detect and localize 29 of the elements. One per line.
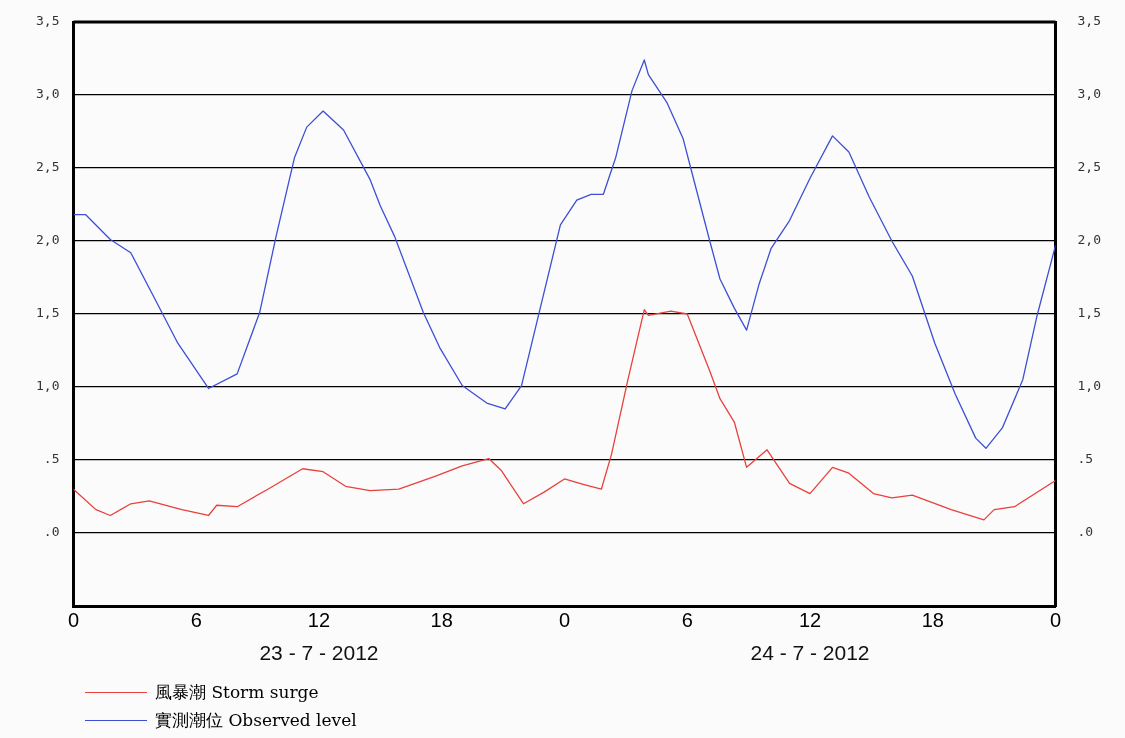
legend-label: 實測潮位 Observed level — [155, 708, 357, 732]
y2-tick-label: 3,5 — [1077, 13, 1101, 29]
y-tick-label: 2,0 — [36, 232, 60, 248]
y-tick-label: .5 — [43, 451, 60, 467]
x-tick-label: 18 — [921, 608, 944, 631]
x-tick-label: 18 — [430, 608, 453, 631]
x-tick-label: 0 — [1049, 608, 1062, 631]
y-tick-label: 1,0 — [36, 378, 60, 394]
y-tick-label: 3,0 — [36, 86, 60, 102]
y2-tick-label: 1,0 — [1077, 378, 1101, 394]
x-tick-label: 0 — [67, 608, 80, 631]
y2-tick-label: 1,5 — [1077, 305, 1101, 321]
text: 23 - 7 - 2012 — [259, 641, 379, 664]
y-tick-label: 3,5 — [36, 13, 60, 29]
x-tick-label: 12 — [307, 608, 331, 631]
y-tick-label: 2,5 — [36, 159, 60, 175]
y2-tick-label: 3,0 — [1077, 86, 1101, 102]
text: 24 - 7 - 2012 — [750, 641, 870, 664]
y2-tick-label: .5 — [1077, 451, 1094, 467]
y2-tick-label: .0 — [1077, 524, 1094, 540]
y-tick-label: 1,5 — [36, 305, 60, 321]
y2-tick-label: 2,0 — [1077, 232, 1101, 248]
x-tick-label: 0 — [558, 608, 571, 631]
x-tick-label: 6 — [681, 608, 693, 631]
legend-label: 風暴潮 Storm surge — [155, 680, 319, 704]
x-tick-label: 6 — [190, 608, 202, 631]
x-tick-label: 12 — [798, 608, 822, 631]
y2-tick-label: 2,5 — [1077, 159, 1101, 175]
y-tick-label: .0 — [43, 524, 60, 540]
